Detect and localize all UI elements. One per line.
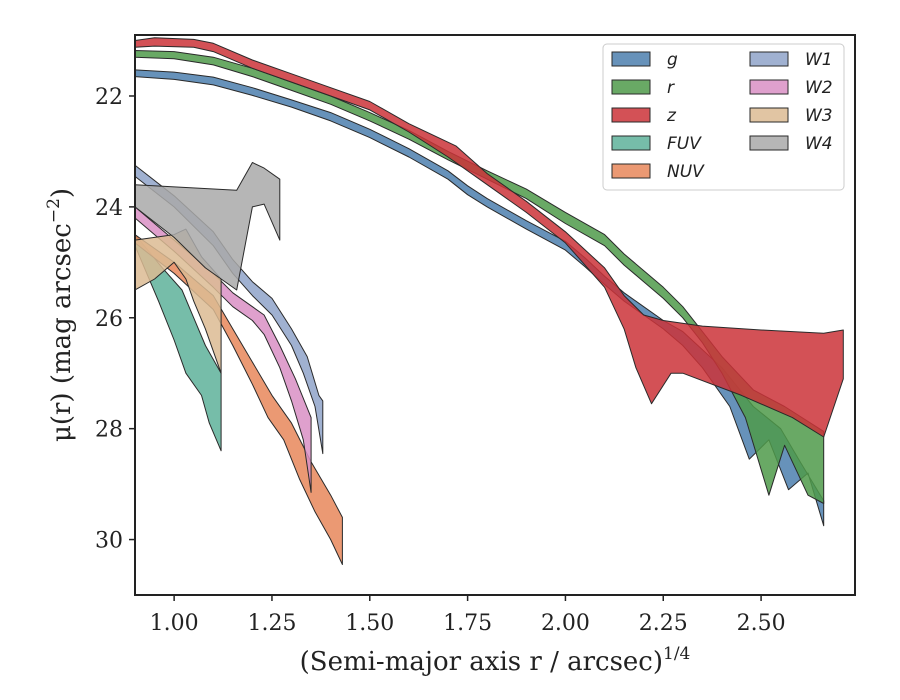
x-tick-label: 1.25 bbox=[247, 611, 296, 636]
x-axis-ticks: 1.00 1.25 1.50 1.75 2.00 2.25 2.50 bbox=[150, 595, 786, 636]
x-axis-label-exponent: 1/4 bbox=[663, 644, 690, 664]
legend-swatch-fuv bbox=[611, 135, 651, 151]
legend-swatch-r bbox=[611, 79, 651, 95]
legend-swatch-w4 bbox=[749, 135, 789, 151]
legend-swatch-w3 bbox=[749, 107, 789, 123]
x-tick-label: 2.00 bbox=[541, 611, 590, 636]
series-band-w4 bbox=[135, 162, 281, 291]
legend-label-z: z bbox=[666, 106, 677, 126]
y-axis-label-exponent: −2 bbox=[44, 198, 64, 223]
legend-label-r: r bbox=[667, 78, 675, 98]
legend-label-w2: W2 bbox=[805, 78, 833, 98]
series-layer bbox=[135, 37, 844, 565]
x-tick-label: 2.25 bbox=[639, 611, 688, 636]
x-axis-label: (Semi-major axis r / arcsec)1/4 bbox=[300, 644, 691, 677]
series-band-z bbox=[135, 37, 844, 438]
x-tick-label: 1.75 bbox=[443, 611, 492, 636]
legend-label-g: g bbox=[667, 50, 678, 70]
legend: grz FUV NUV W1 W2 W3 W4 bbox=[602, 43, 845, 191]
y-axis-label: μ(r) (mag arcsec−2) bbox=[44, 188, 77, 442]
legend-label-nuv: NUV bbox=[667, 162, 705, 182]
legend-swatch-z bbox=[611, 107, 651, 123]
legend-swatch-w2 bbox=[749, 79, 789, 95]
y-tick-label: 26 bbox=[95, 307, 123, 332]
legend-label-w4: W4 bbox=[805, 134, 833, 154]
x-tick-label: 2.50 bbox=[737, 611, 786, 636]
legend-swatch-g bbox=[611, 51, 651, 67]
y-tick-label: 22 bbox=[95, 85, 123, 110]
x-tick-label: 1.00 bbox=[150, 611, 199, 636]
series-band-fuv bbox=[135, 234, 222, 452]
y-tick-label: 30 bbox=[95, 529, 123, 554]
y-tick-label: 24 bbox=[95, 196, 123, 221]
x-tick-label: 1.50 bbox=[345, 611, 394, 636]
series-band-nuv bbox=[135, 234, 343, 565]
legend-swatch-nuv bbox=[611, 163, 651, 179]
legend-label-w3: W3 bbox=[805, 106, 833, 126]
legend-swatch-w1 bbox=[749, 51, 789, 67]
legend-label-w1: W1 bbox=[805, 50, 833, 70]
y-tick-label: 28 bbox=[95, 418, 123, 443]
legend-label-fuv: FUV bbox=[667, 134, 702, 154]
y-axis-ticks: 22 24 26 28 30 bbox=[95, 85, 135, 554]
plot-frame bbox=[134, 34, 856, 596]
